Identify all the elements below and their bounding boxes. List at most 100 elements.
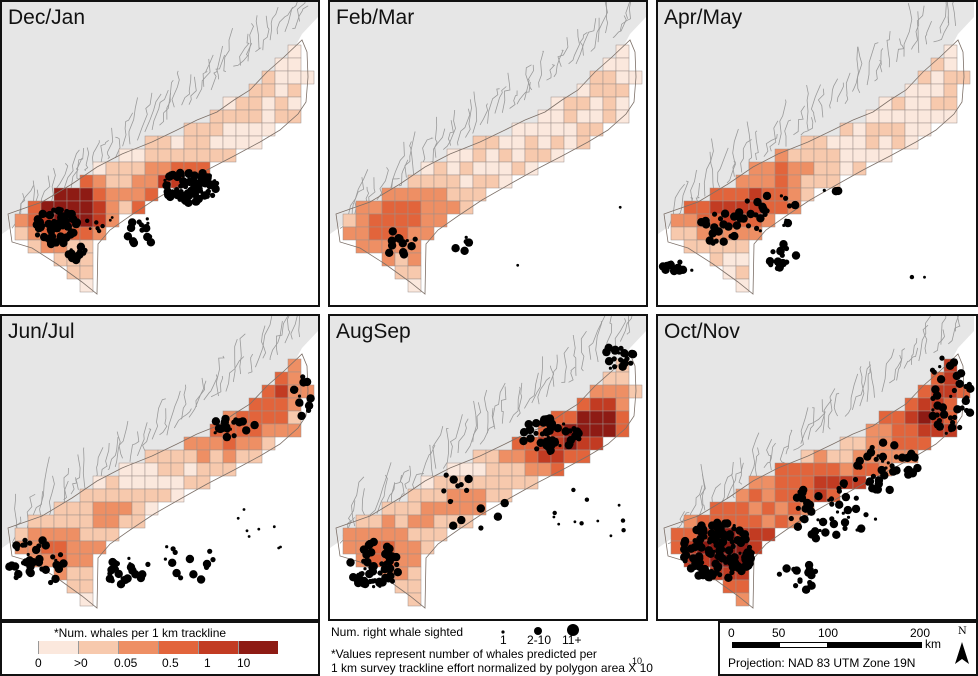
- sighting-dot: [753, 197, 762, 207]
- sighting-dot: [52, 560, 61, 570]
- sighting-dot: [567, 428, 573, 434]
- sighting-dot: [711, 559, 720, 568]
- sighting-dot: [829, 501, 835, 507]
- sighting-dot: [870, 473, 876, 479]
- sighting-dot: [443, 472, 449, 478]
- sighting-dot: [20, 542, 26, 548]
- sighting-dot: [702, 534, 708, 540]
- sighting-dot: [181, 174, 185, 178]
- sighting-dot: [385, 557, 394, 566]
- map-canvas: [2, 2, 318, 295]
- sighting-dot: [617, 503, 621, 507]
- survey-area-outline: [7, 353, 309, 609]
- coastline: [11, 2, 309, 229]
- sighting-dot: [852, 476, 859, 483]
- sighting-dot: [886, 461, 890, 465]
- sighting-dot: [48, 579, 54, 586]
- scale-tick: 0: [728, 626, 735, 640]
- sighting-dot: [69, 228, 78, 237]
- sighting-dot: [874, 476, 884, 485]
- sighting-dot: [31, 545, 41, 555]
- sighting-dot: [173, 190, 182, 200]
- sighting-dot: [123, 574, 132, 583]
- sighting-dot: [834, 186, 843, 196]
- sighting-dot: [464, 235, 468, 239]
- sighting-dot: [690, 268, 694, 272]
- sighting-dot: [715, 525, 721, 531]
- sighting-dot: [182, 183, 189, 190]
- sighting-dot: [145, 217, 149, 221]
- sighting-dot: [385, 248, 394, 257]
- sighting-dot: [242, 508, 246, 511]
- density-legend-title: *Num. whales per 1 km trackline: [54, 626, 227, 640]
- sighting-dot: [701, 528, 707, 534]
- sighting-dot: [935, 422, 944, 431]
- sighting-dot: [143, 225, 149, 231]
- sighting-dot: [835, 500, 844, 509]
- sighting-dot: [163, 178, 167, 182]
- survey-area-outline: [7, 39, 309, 295]
- scale-bar: [732, 642, 922, 648]
- sighting-dot: [779, 194, 783, 198]
- sighting-dot: [579, 521, 584, 526]
- sighting-dot: [929, 367, 936, 373]
- sighting-dot: [908, 469, 917, 478]
- sighting-dot: [715, 554, 719, 558]
- sighting-dot: [37, 556, 42, 560]
- survey-area-outline: [663, 39, 965, 295]
- sighting-dot: [720, 209, 730, 218]
- sighting-dot: [853, 461, 862, 470]
- sighting-dot: [211, 417, 221, 426]
- sighting-dot: [457, 515, 466, 525]
- sighting-dot: [213, 431, 217, 435]
- coastline: [339, 2, 631, 229]
- density-swatch: [198, 641, 238, 654]
- sighting-dot: [500, 498, 509, 508]
- sighting-dot: [706, 549, 715, 558]
- sighting-dot: [207, 548, 213, 554]
- sighting-dot: [571, 426, 577, 432]
- sighting-dot: [923, 275, 926, 279]
- sighting-dot: [476, 504, 485, 513]
- sighting-dot: [878, 438, 888, 447]
- sighting-dot: [741, 555, 750, 564]
- sighting-dot: [41, 565, 50, 574]
- sighting-dot: [832, 530, 841, 539]
- panel-title: Apr/May: [664, 6, 743, 29]
- sighting-dot: [346, 558, 355, 567]
- sighting-dot: [797, 578, 803, 584]
- sighting-dot: [297, 394, 302, 398]
- sighting-dot: [64, 250, 73, 259]
- sighting-dot: [189, 570, 198, 579]
- sighting-dot: [449, 521, 458, 530]
- sighting-dot: [618, 205, 622, 209]
- sighting-dot: [27, 540, 33, 546]
- footnote-line-1: *Values represent number of whales predi…: [331, 647, 597, 661]
- sighting-dot: [829, 519, 839, 529]
- sighting-dot: [127, 556, 131, 560]
- sighting-dot: [814, 492, 823, 501]
- sighting-dot: [231, 433, 237, 439]
- density-label: 1: [204, 656, 211, 670]
- sighting-dot: [738, 551, 742, 555]
- sighting-dot: [139, 227, 145, 233]
- sighting-dot: [197, 173, 203, 179]
- sighting-dot: [903, 453, 912, 463]
- sighting-dot: [38, 209, 47, 219]
- sighting-dot: [841, 492, 851, 502]
- sighting-dot: [699, 560, 705, 566]
- sighting-dot: [300, 374, 306, 380]
- sighting-dot: [628, 360, 634, 366]
- sighting-dot: [725, 550, 730, 554]
- sighting-dot: [7, 561, 16, 570]
- sighting-dot: [801, 585, 811, 594]
- sighting-dot: [930, 395, 936, 401]
- sighting-dot: [571, 487, 576, 493]
- sighting-dot: [46, 220, 56, 230]
- sighting-dot: [176, 172, 182, 178]
- sighting-dot: [608, 366, 612, 370]
- sighting-dot: [298, 401, 304, 407]
- size-symbol-2-10: [534, 627, 542, 635]
- sighting-dot: [552, 515, 556, 519]
- density-swatch: [78, 641, 118, 654]
